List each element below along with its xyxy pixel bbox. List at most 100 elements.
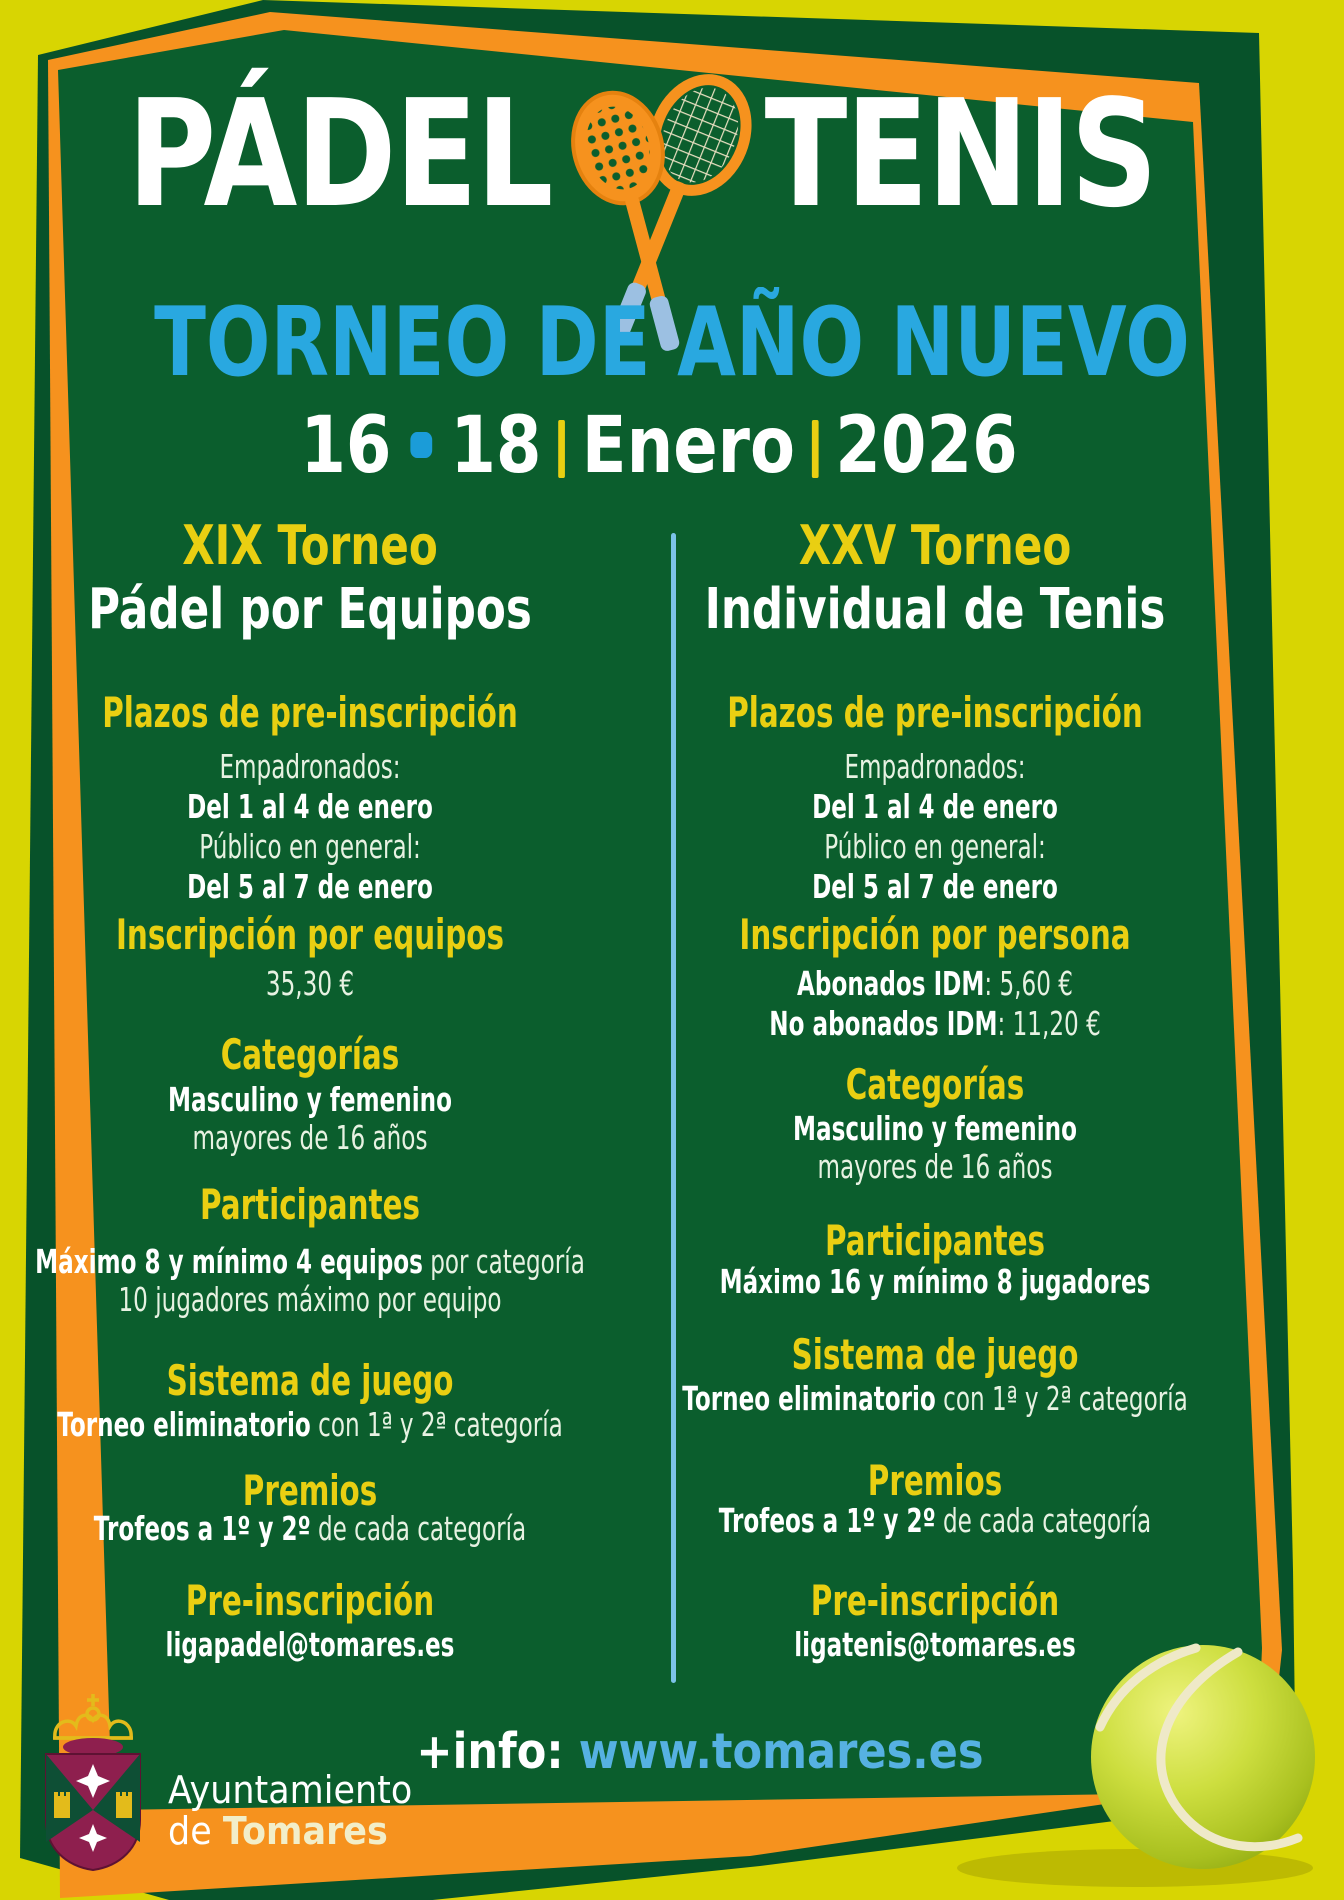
section-line-text: Del 5 al 7 de enero [812, 867, 1058, 906]
section-line: Máximo 16 y mínimo 8 jugadores [620, 1263, 1250, 1301]
section-line-text: 35,30 € [265, 964, 355, 1003]
title-tenis: TENIS [764, 68, 1158, 240]
section-line: Trofeos a 1º y 2º de cada categoría [620, 1502, 1250, 1540]
section-heading: Categorías [845, 1060, 1025, 1109]
section-line-text: Máximo 16 y mínimo 8 jugadores [719, 1262, 1151, 1301]
section-line: Empadronados: [0, 748, 625, 786]
section-line-bold: Trofeos a 1º y 2º [93, 1509, 311, 1548]
footer-info-line: +info: www.tomares.es [137, 1727, 1263, 1776]
section-heading: Inscripción por persona [739, 910, 1131, 959]
title-padel: PÁDEL [127, 68, 553, 240]
section-line: 35,30 € [0, 965, 625, 1003]
section-heading: Plazos de pre-inscripción [102, 688, 518, 737]
column-title-tenis: XXV Torneo [798, 514, 1072, 577]
section-line-bold: Abonados IDM [797, 964, 985, 1003]
org-tomares: Tomares [222, 1809, 388, 1854]
section-line: Público en general: [620, 828, 1250, 866]
date-year: 2026 [835, 401, 1018, 491]
info-label: +info: [416, 1723, 564, 1780]
section-line-bold: Torneo eliminatorio [682, 1379, 936, 1418]
section-line: Torneo eliminatorio con 1ª y 2ª categorí… [620, 1380, 1250, 1418]
section-heading: Participantes [824, 1216, 1046, 1265]
section-line-text: ligapadel@tomares.es [165, 1625, 455, 1664]
section-line-bold: Máximo 8 y mínimo 4 equipos [35, 1242, 423, 1281]
section-line-text: Del 1 al 4 de enero [812, 787, 1058, 826]
section-line: Empadronados: [620, 748, 1250, 786]
org-name: Ayuntamiento de Tomares [168, 1768, 413, 1852]
date-line: 16 18 Enero 2026 [105, 407, 1212, 485]
section-line-text: Público en general: [824, 827, 1046, 866]
section-line-bold: No abonados IDM [769, 1004, 998, 1043]
section-line-text: mayores de 16 años [817, 1147, 1053, 1186]
section-line-text: Del 5 al 7 de enero [187, 867, 433, 906]
tomares-crest-icon [45, 1694, 141, 1872]
section-line: 10 jugadores máximo por equipo [0, 1281, 625, 1319]
section-line: ligapadel@tomares.es [0, 1626, 625, 1664]
section-line-text: de cada categoría [310, 1509, 527, 1548]
column-subtitle-padel: Pádel por Equipos [88, 577, 532, 642]
section-line-text: con 1ª y 2ª categoría [935, 1379, 1188, 1418]
section-line: ligatenis@tomares.es [620, 1626, 1250, 1664]
org-line2: de Tomares [168, 1811, 412, 1852]
date-separator-dot [409, 432, 432, 458]
section-line-text: Masculino y femenino [793, 1109, 1077, 1148]
section-heading: Premios [867, 1456, 1003, 1505]
section-line: Trofeos a 1º y 2º de cada categoría [0, 1510, 625, 1548]
column-title-padel: XIX Torneo [182, 514, 438, 577]
ball-shadow [957, 1849, 1313, 1887]
section-line-text: de cada categoría [935, 1501, 1152, 1540]
section-line-text: : 5,60 € [984, 964, 1073, 1003]
column-divider [671, 533, 676, 1683]
section-line: Del 1 al 4 de enero [0, 788, 625, 826]
section-line-text: Empadronados: [844, 747, 1026, 786]
section-line: No abonados IDM: 11,20 € [620, 1005, 1250, 1043]
section-line: Masculino y femenino [0, 1081, 625, 1119]
section-heading: Sistema de juego [166, 1356, 454, 1405]
date-separator-bar [558, 420, 566, 478]
date-month: Enero [581, 401, 795, 491]
section-line: mayores de 16 años [0, 1119, 625, 1157]
section-line: Público en general: [0, 828, 625, 866]
padel-tennis-rackets-icon [571, 74, 752, 351]
website-link: www.tomares.es [578, 1723, 984, 1780]
section-heading: Participantes [199, 1180, 421, 1229]
section-line-text: Público en general: [199, 827, 421, 866]
section-line-text: Masculino y femenino [168, 1080, 452, 1119]
main-panel [58, 30, 1262, 1810]
section-line-text: mayores de 16 años [192, 1118, 428, 1157]
section-heading: Premios [242, 1466, 378, 1515]
section-line-bold: Torneo eliminatorio [57, 1405, 311, 1444]
section-line: Del 5 al 7 de enero [620, 868, 1250, 906]
section-heading: Pre-inscripción [810, 1576, 1060, 1625]
date-day1: 16 [300, 401, 392, 491]
org-line1: Ayuntamiento [168, 1768, 413, 1812]
section-line: Máximo 8 y mínimo 4 equipos por categorí… [0, 1243, 625, 1281]
section-heading: Plazos de pre-inscripción [727, 688, 1143, 737]
section-heading: Pre-inscripción [185, 1576, 435, 1625]
tennis-ball [1091, 1643, 1315, 1869]
section-heading: Categorías [220, 1030, 400, 1079]
section-line-text: Empadronados: [219, 747, 401, 786]
date-day2: 18 [450, 401, 542, 491]
date-separator-bar [811, 420, 819, 478]
section-line: Masculino y femenino [620, 1110, 1250, 1148]
section-line: Abonados IDM: 5,60 € [620, 965, 1250, 1003]
section-heading: Inscripción por equipos [115, 910, 504, 959]
section-line-text: Del 1 al 4 de enero [187, 787, 433, 826]
column-subtitle-tenis: Individual de Tenis [704, 577, 1166, 642]
section-line: Del 1 al 4 de enero [620, 788, 1250, 826]
section-line: Del 5 al 7 de enero [0, 868, 625, 906]
section-heading: Sistema de juego [791, 1330, 1079, 1379]
section-line-text: 10 jugadores máximo por equipo [118, 1280, 502, 1319]
subtitle-torneo: TORNEO DE AÑO NUEVO [154, 288, 1190, 398]
section-line: Torneo eliminatorio con 1ª y 2ª categorí… [0, 1406, 625, 1444]
section-line: mayores de 16 años [620, 1148, 1250, 1186]
section-line-text: con 1ª y 2ª categoría [310, 1405, 563, 1444]
org-de: de [168, 1809, 223, 1854]
section-line-text: ligatenis@tomares.es [794, 1625, 1076, 1664]
section-line-text: : 11,20 € [997, 1004, 1101, 1043]
section-line-bold: Trofeos a 1º y 2º [718, 1501, 936, 1540]
section-line-text: por categoría [422, 1242, 585, 1281]
